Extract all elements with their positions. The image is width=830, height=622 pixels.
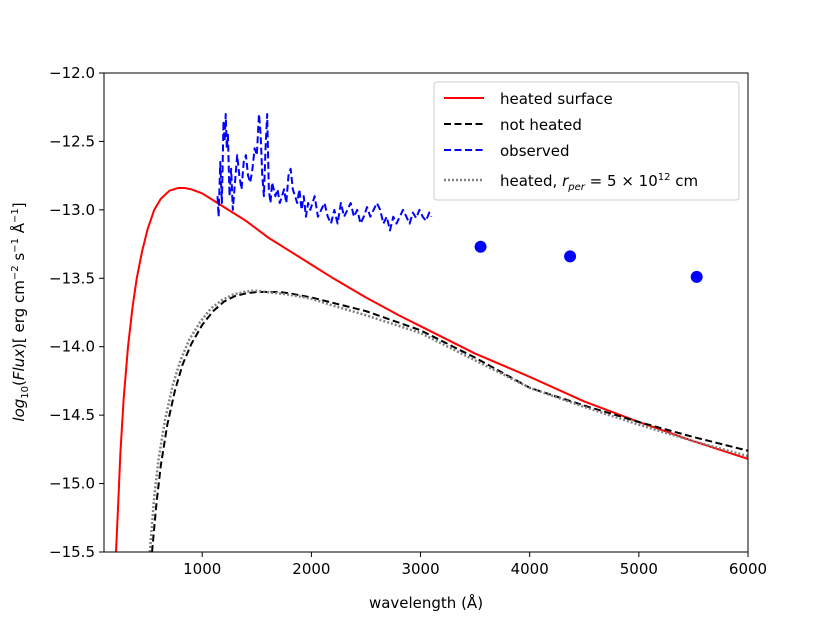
legend-label-not-heated: not heated [500,116,582,134]
x-tick-label: 5000 [620,560,658,578]
y-tick-label: −15.0 [49,475,95,493]
photometry-point [690,270,703,283]
legend-label-observed: observed [500,142,570,160]
y-tick-label: −13.0 [49,201,95,219]
series-line-heated-surface [115,186,748,552]
plot-frame [103,72,749,553]
legend-label-heated-rper: heated, rper = 5 × 1012 cm [500,172,698,193]
x-axis-label: wavelength (Å) [369,593,483,612]
legend: heated surface not heated observed heate… [433,81,740,201]
photometry-point [564,250,577,263]
photometry-point [474,240,487,253]
series-line-not-heated [151,290,748,552]
y-tick-label: −14.5 [49,406,95,424]
y-axis-label: log10(Flux)[ erg cm−2 s−1 Å−1] [9,202,31,421]
y-tick-label: −12.0 [49,64,95,82]
legend-label-heated-surface: heated surface [500,90,613,108]
x-tick-label: 3000 [401,560,439,578]
x-axis-ticks: 1000 2000 3000 4000 5000 6000 [183,552,767,578]
x-tick-label: 4000 [511,560,549,578]
y-tick-label: −13.5 [49,269,95,287]
x-tick-label: 2000 [292,560,330,578]
x-tick-label: 1000 [183,560,221,578]
series-line-observed [216,113,433,232]
y-tick-label: −15.5 [49,543,95,561]
series-layer [115,113,748,552]
y-tick-label: −12.5 [49,132,95,150]
series-line-heated-r-per-5-10-12-cm [148,289,748,552]
y-tick-label: −14.0 [49,338,95,356]
y-axis-ticks: −12.0 −12.5 −13.0 −13.5 −14.0 −14.5 −15.0 −15.5 [49,64,104,561]
x-tick-label: 6000 [729,560,767,578]
legend-box [433,81,740,201]
